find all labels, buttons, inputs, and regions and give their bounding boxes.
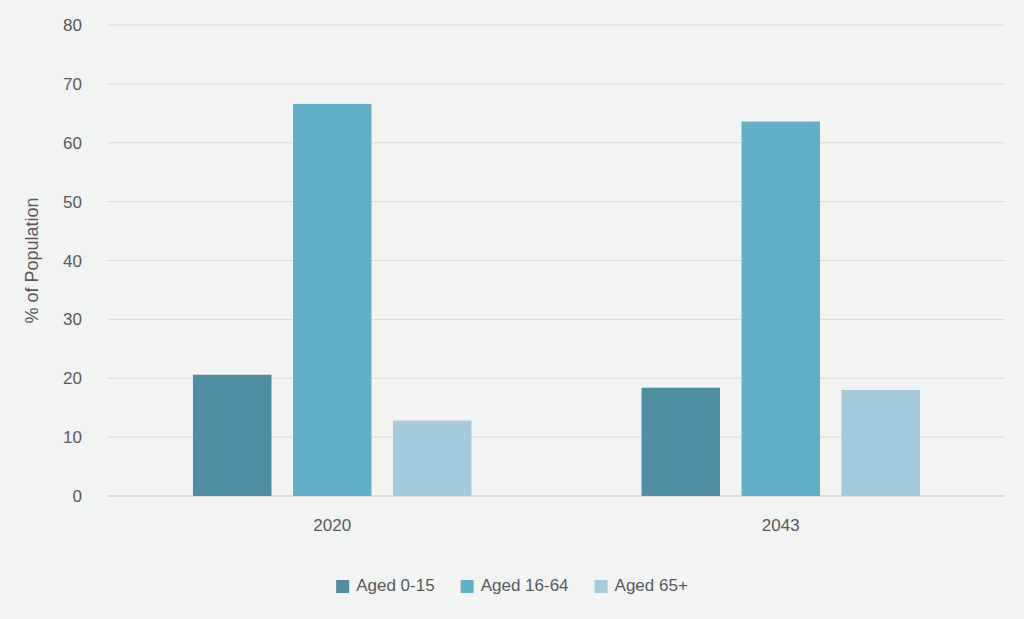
bar xyxy=(193,375,271,496)
tick-label: 40 xyxy=(63,252,82,271)
bars xyxy=(193,104,920,496)
grid-line xyxy=(108,260,1005,261)
bar xyxy=(293,104,371,496)
tick-label: 0 xyxy=(73,487,82,506)
grid-line xyxy=(108,201,1005,202)
tick-label: 30 xyxy=(63,310,82,329)
background xyxy=(0,0,1024,619)
bar xyxy=(742,122,820,496)
bar xyxy=(842,390,920,496)
tick-label: 70 xyxy=(63,75,82,94)
chart: 0 10 20 30 40 50 60 70 80 % of Population 2020 2043… xyxy=(0,0,1024,619)
legend-swatch xyxy=(336,580,349,593)
legend-swatch xyxy=(461,580,474,593)
axis-label: % of Population xyxy=(22,197,42,323)
tick-label: 80 xyxy=(63,16,82,35)
legend: Aged 0-15 Aged 16-64 Aged 65+ xyxy=(336,576,688,595)
tick-label: 10 xyxy=(63,428,82,447)
bar xyxy=(393,421,471,496)
grid-line xyxy=(108,25,1005,26)
category-label: 2043 xyxy=(762,516,800,535)
tick-label: 60 xyxy=(63,134,82,153)
category-label: 2020 xyxy=(313,516,351,535)
tick-label: 20 xyxy=(63,369,82,388)
legend-label: Aged 0-15 xyxy=(356,576,434,595)
tick-label: 50 xyxy=(63,193,82,212)
bar xyxy=(641,388,719,496)
grid-line xyxy=(108,319,1005,320)
legend-label: Aged 16-64 xyxy=(481,576,569,595)
grid-line xyxy=(108,142,1005,143)
legend-swatch xyxy=(595,580,608,593)
page: {"chart_data": {"type": "bar", "ylabel":… xyxy=(0,0,1024,619)
grid-line xyxy=(108,83,1005,84)
legend-label: Aged 65+ xyxy=(615,576,688,595)
